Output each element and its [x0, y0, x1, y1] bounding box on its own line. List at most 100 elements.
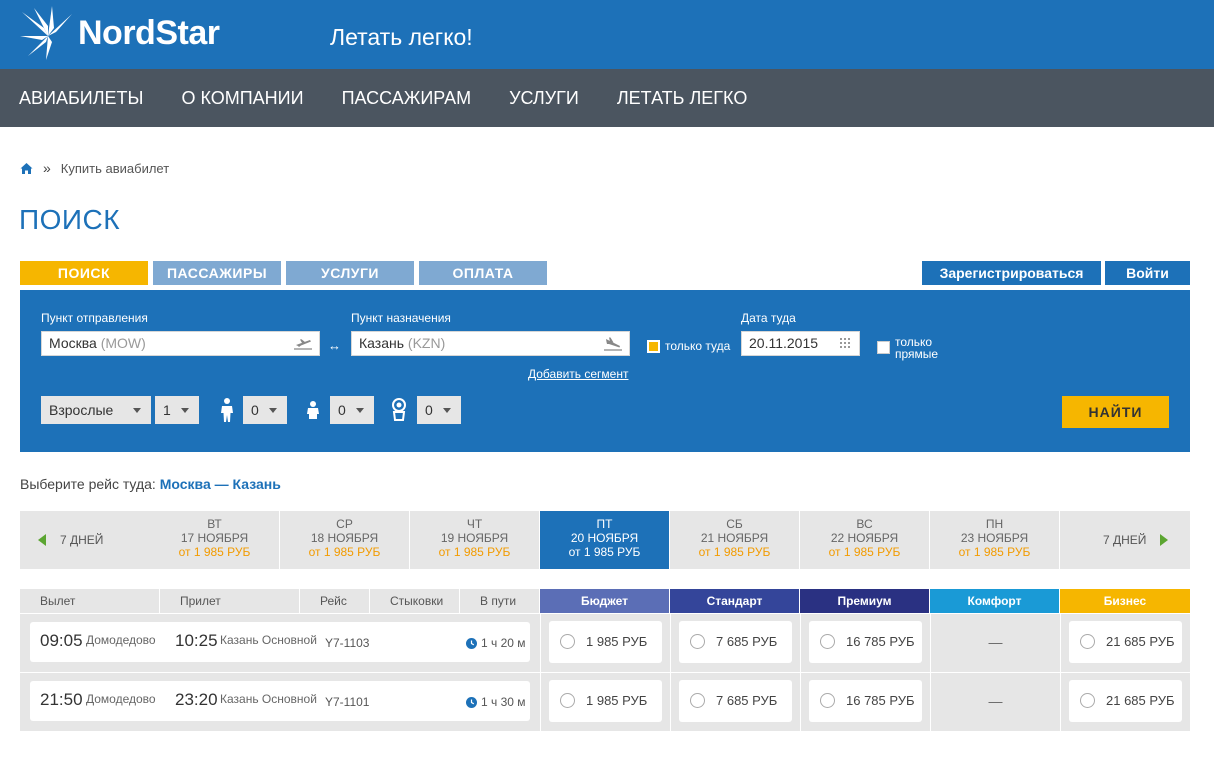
radio-button[interactable] — [690, 693, 705, 708]
breadcrumb-separator: » — [43, 160, 51, 176]
flight-number[interactable]: Y7-1101 — [325, 695, 370, 709]
flight-duration: 1 ч 20 м — [466, 636, 526, 650]
fare-unavailable: — — [988, 693, 1003, 709]
swap-icon[interactable]: ↔ — [328, 338, 341, 353]
nav-item-about[interactable]: О КОМПАНИИ — [181, 87, 304, 108]
date-price: от 1 985 РУБ — [698, 545, 771, 559]
radio-button[interactable] — [690, 634, 705, 649]
prev-week-button[interactable]: 7 ДНЕЙ — [38, 511, 148, 569]
next-week-label: 7 ДНЕЙ — [1103, 533, 1147, 547]
nav-item-services[interactable]: УСЛУГИ — [509, 87, 579, 108]
date-cell-6[interactable]: ПН 23 НОЯБРЯ от 1 985 РУБ — [930, 511, 1060, 569]
departure-airport: Домодедово — [86, 692, 156, 706]
slogan: Летать легко! — [330, 24, 473, 50]
date-weekday: ПТ — [596, 517, 613, 531]
takeoff-icon — [294, 339, 312, 350]
fare-header-standard: Стандарт — [670, 589, 799, 613]
arrival-time: 23:20 — [175, 690, 218, 709]
date-weekday: СР — [336, 517, 353, 531]
to-input[interactable]: Казань (KZN) — [351, 331, 630, 356]
step-payment[interactable]: ОПЛАТА — [419, 261, 547, 285]
one-way-checkbox[interactable] — [647, 340, 660, 353]
home-icon[interactable] — [20, 162, 33, 175]
date-date: 20 НОЯБРЯ — [570, 531, 639, 545]
arrival-airport: Казань Основной — [220, 633, 317, 647]
step-search[interactable]: ПОИСК — [20, 261, 148, 285]
fare-header-comfort: Комфорт — [930, 589, 1059, 613]
step-passengers[interactable]: ПАССАЖИРЫ — [153, 261, 281, 285]
radio-button[interactable] — [820, 634, 835, 649]
duration-text: 1 ч 30 м — [481, 695, 526, 709]
fare-header-premium: Премиум — [800, 589, 929, 613]
fare-header-budget: Бюджет — [540, 589, 669, 613]
fare-option-premium[interactable]: 16 785 РУБ — [809, 621, 922, 663]
col-departure: Вылет — [20, 589, 160, 613]
clock-icon — [466, 696, 477, 708]
fare-option-standard[interactable]: 7 685 РУБ — [679, 680, 792, 722]
chevron-down-icon — [443, 408, 451, 413]
to-code: (KZN) — [407, 335, 446, 351]
nav-item-passengers[interactable]: ПАССАЖИРАМ — [341, 87, 472, 108]
landing-icon — [604, 337, 622, 351]
flight-row: 09:05 Домодедово 10:25 Казань Основной Y… — [20, 614, 1190, 672]
flight-info: 09:05 Домодедово 10:25 Казань Основной Y… — [30, 622, 530, 662]
date-weekday: СБ — [726, 517, 743, 531]
from-code: (MOW) — [100, 335, 146, 351]
nav-item-tickets[interactable]: АВИАБИЛЕТЫ — [19, 87, 144, 108]
children-count-value: 0 — [251, 402, 259, 418]
fare-option-budget[interactable]: 1 985 РУБ — [549, 680, 662, 722]
date-cell-1[interactable]: СР 18 НОЯБРЯ от 1 985 РУБ — [280, 511, 410, 569]
children-count-select[interactable]: 0 — [243, 396, 287, 424]
chevron-down-icon — [133, 408, 141, 413]
date-cell-5[interactable]: ВС 22 НОЯБРЯ от 1 985 РУБ — [800, 511, 930, 569]
direct-only-label-2: прямые — [895, 347, 939, 361]
date-input[interactable]: 20.11.2015 — [741, 331, 860, 356]
from-city: Москва — [49, 335, 97, 351]
to-label: Пункт назначения — [351, 311, 451, 325]
fare-option-business[interactable]: 21 685 РУБ — [1069, 621, 1182, 663]
adults-count-select[interactable]: 1 — [155, 396, 199, 424]
login-button[interactable]: Войти — [1105, 261, 1190, 285]
fare-cell-budget: 1 985 РУБ — [540, 614, 670, 672]
radio-button[interactable] — [560, 634, 575, 649]
date-cell-4[interactable]: СБ 21 НОЯБРЯ от 1 985 РУБ — [670, 511, 800, 569]
register-button[interactable]: Зарегистрироваться — [922, 261, 1101, 285]
find-button[interactable]: НАЙТИ — [1062, 396, 1169, 428]
pax-type-select[interactable]: Взрослые — [41, 396, 151, 424]
radio-button[interactable] — [560, 693, 575, 708]
infants-count-select[interactable]: 0 — [330, 396, 374, 424]
date-cell-3-selected[interactable]: ПТ 20 НОЯБРЯ от 1 985 РУБ — [540, 511, 670, 569]
logo[interactable]: NordStar — [18, 6, 220, 60]
date-cell-2[interactable]: ЧТ 19 НОЯБРЯ от 1 985 РУБ — [410, 511, 540, 569]
from-input[interactable]: Москва (MOW) — [41, 331, 320, 356]
infants-seat-count-select[interactable]: 0 — [417, 396, 461, 424]
fare-price: 21 685 РУБ — [1106, 693, 1175, 708]
route-text: Москва — Казань — [159, 476, 281, 492]
fare-cell-premium: 16 785 РУБ — [800, 614, 930, 672]
step-services[interactable]: УСЛУГИ — [286, 261, 414, 285]
col-flight: Рейс — [300, 589, 370, 613]
calendar-icon[interactable] — [839, 337, 853, 351]
fare-option-premium[interactable]: 16 785 РУБ — [809, 680, 922, 722]
date-cell-0[interactable]: ВТ 17 НОЯБРЯ от 1 985 РУБ — [150, 511, 280, 569]
col-arrival: Прилет — [160, 589, 300, 613]
flight-number[interactable]: Y7-1103 — [325, 636, 370, 650]
fare-cell-comfort: — — [930, 673, 1060, 731]
fare-option-standard[interactable]: 7 685 РУБ — [679, 621, 792, 663]
fare-cell-standard: 7 685 РУБ — [670, 614, 800, 672]
radio-button[interactable] — [1080, 693, 1095, 708]
fare-option-business[interactable]: 21 685 РУБ — [1069, 680, 1182, 722]
breadcrumb-current: Купить авиабилет — [60, 160, 170, 176]
direct-only-checkbox[interactable] — [877, 341, 890, 354]
departure-airport: Домодедово — [86, 633, 156, 647]
radio-button[interactable] — [820, 693, 835, 708]
infants-count-value: 0 — [338, 402, 346, 418]
fare-option-budget[interactable]: 1 985 РУБ — [549, 621, 662, 663]
radio-button[interactable] — [1080, 634, 1095, 649]
date-weekday: ЧТ — [466, 517, 483, 531]
arrow-right-icon — [1160, 534, 1169, 546]
flight-row: 21:50 Домодедово 23:20 Казань Основной Y… — [20, 673, 1190, 731]
add-segment-link[interactable]: Добавить сегмент — [528, 367, 629, 381]
next-week-button[interactable]: 7 ДНЕЙ — [1103, 511, 1183, 569]
nav-item-fly-easy[interactable]: ЛЕТАТЬ ЛЕГКО — [616, 87, 748, 108]
